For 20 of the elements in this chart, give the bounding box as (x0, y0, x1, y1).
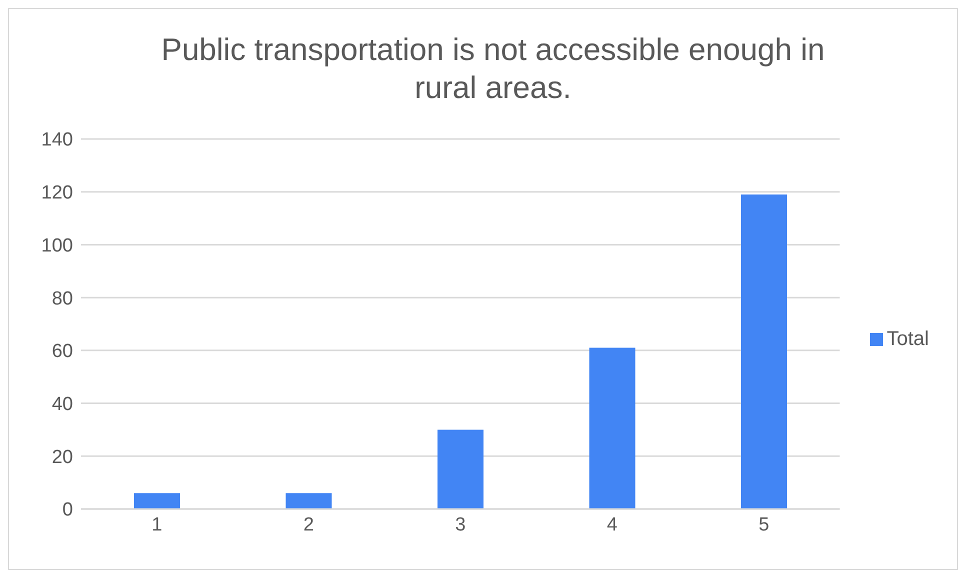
x-tick-label: 3 (455, 514, 466, 536)
bar (134, 493, 180, 509)
bar (286, 493, 332, 509)
y-tick-label: 20 (52, 446, 73, 468)
y-tick-label: 140 (41, 130, 73, 151)
chart-title: Public transportation is not accessible enough in rural areas. (160, 31, 826, 107)
legend-label: Total (886, 328, 929, 350)
y-tick-label: 120 (41, 182, 73, 204)
x-tick-label: 5 (758, 514, 770, 536)
y-tick-label: 100 (41, 235, 73, 256)
x-tick-label: 4 (606, 514, 618, 536)
x-tick-label: 1 (152, 514, 162, 536)
bar (589, 348, 636, 509)
bar (438, 430, 484, 509)
x-tick-label: 2 (303, 514, 314, 536)
y-tick-label: 40 (52, 394, 73, 416)
y-tick-label: 0 (62, 500, 73, 521)
y-tick-label: 80 (52, 288, 73, 310)
bar (741, 194, 787, 509)
y-tick-label: 60 (52, 341, 73, 362)
